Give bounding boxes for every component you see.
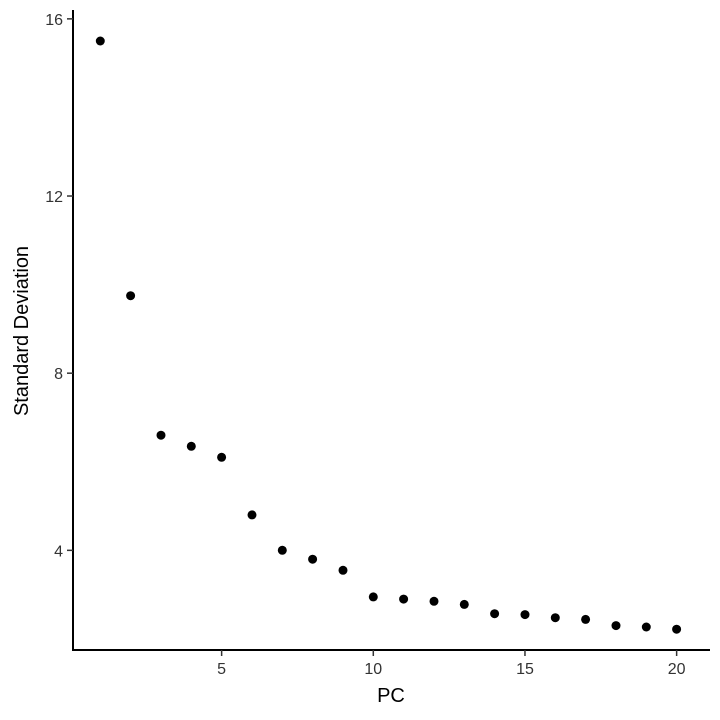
data-point-pc11 (399, 594, 409, 604)
data-point-pc4 (186, 441, 196, 451)
data-point-pc20 (672, 624, 682, 634)
data-point-pc5 (217, 452, 227, 462)
data-point-pc17 (581, 614, 591, 624)
x-tick-label: 10 (364, 661, 382, 678)
y-tick-label: 8 (54, 366, 63, 383)
data-point-pc3 (156, 430, 166, 440)
data-points (95, 36, 682, 634)
y-tick-label: 16 (45, 12, 63, 29)
data-point-pc12 (429, 596, 439, 606)
y-tick-label: 4 (54, 543, 63, 560)
y-axis-ticks: 4 8 12 16 (45, 12, 73, 560)
data-point-pc15 (520, 610, 530, 620)
data-point-pc8 (308, 554, 318, 564)
data-point-pc6 (247, 510, 257, 520)
data-point-pc10 (368, 592, 378, 602)
y-axis-title: Standard Deviation (11, 246, 33, 416)
data-point-pc14 (490, 609, 500, 619)
data-point-pc18 (611, 621, 621, 631)
data-point-pc2 (126, 291, 136, 301)
y-tick-label: 12 (45, 189, 63, 206)
data-point-pc9 (338, 565, 348, 575)
x-tick-label: 5 (217, 661, 226, 678)
x-axis-title: PC (377, 685, 405, 707)
data-point-pc16 (550, 613, 560, 623)
data-point-pc13 (459, 599, 469, 609)
x-tick-label: 15 (516, 661, 534, 678)
data-point-pc19 (641, 622, 651, 632)
x-axis-ticks: 5 10 15 20 (217, 650, 686, 678)
data-point-pc1 (95, 36, 105, 46)
data-point-pc7 (277, 545, 287, 555)
x-tick-label: 20 (668, 661, 686, 678)
